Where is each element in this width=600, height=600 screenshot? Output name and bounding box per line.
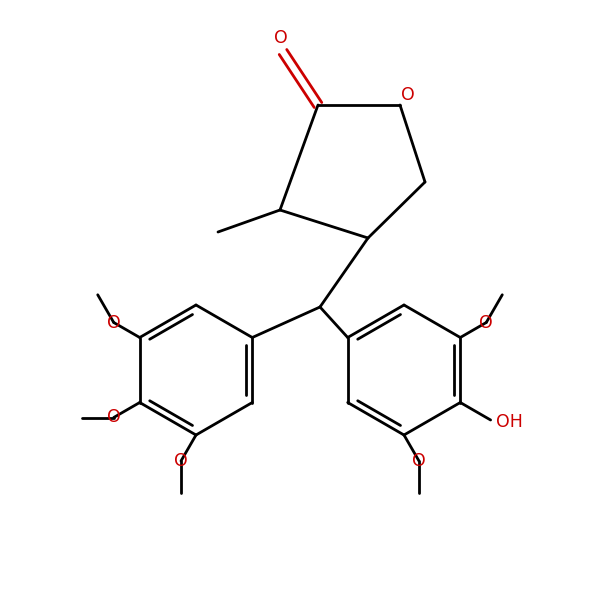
Text: OH: OH <box>496 413 523 431</box>
Text: O: O <box>107 409 121 427</box>
Text: O: O <box>174 452 188 470</box>
Text: O: O <box>274 29 288 47</box>
Text: O: O <box>412 452 426 470</box>
Text: O: O <box>401 86 415 104</box>
Text: O: O <box>107 313 121 331</box>
Text: O: O <box>479 313 493 331</box>
